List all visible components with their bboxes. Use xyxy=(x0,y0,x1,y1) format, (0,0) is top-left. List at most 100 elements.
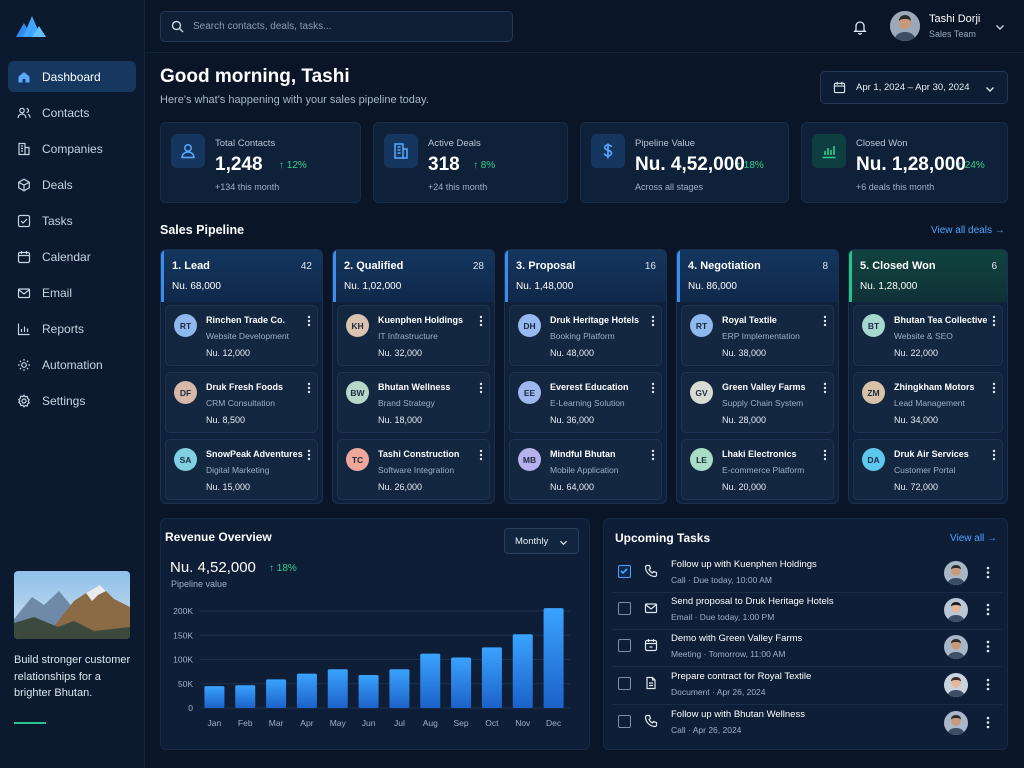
mountain-landscape-image xyxy=(14,571,130,639)
chart-bar[interactable] xyxy=(235,685,256,708)
sidebar-item-automation[interactable]: Automation xyxy=(8,349,136,380)
deal-card[interactable]: LE Lhaki Electronics E-commerce Platform Nu… xyxy=(681,439,834,500)
stat-card-closed-won[interactable]: Closed Won Nu. 1,28,000 ↑ 24% +6 deals t… xyxy=(801,122,1008,203)
deal-card[interactable]: BW Bhutan Wellness Brand Strategy Nu. 18,00… xyxy=(337,372,490,433)
date-range-picker[interactable]: Apr 1, 2024 – Apr 30, 2024 xyxy=(820,71,1008,104)
task-row[interactable]: Prepare contract for Royal Textile Docume… xyxy=(612,668,1002,705)
task-row[interactable]: Send proposal to Druk Heritage Hotels Ema… xyxy=(612,593,1002,630)
sidebar-item-deals[interactable]: Deals xyxy=(8,169,136,200)
deal-card[interactable]: DF Druk Fresh Foods CRM Consultation Nu. 8,… xyxy=(165,372,318,433)
deal-card[interactable]: MB Mindful Bhutan Mobile Application Nu. 64… xyxy=(509,439,662,500)
more-options-icon[interactable] xyxy=(823,382,827,394)
sidebar-item-tasks[interactable]: Tasks xyxy=(8,205,136,236)
chart-bar[interactable] xyxy=(481,647,502,708)
stat-card-active-deals[interactable]: Active Deals 318 ↑ 8% +24 this month xyxy=(373,122,568,203)
task-row[interactable]: Follow up with Bhutan Wellness Call · Apr… xyxy=(612,706,1002,743)
search-placeholder: Search contacts, deals, tasks... xyxy=(193,21,332,32)
stat-card-pipeline-value[interactable]: Pipeline Value Nu. 4,52,000 ↑ 18% Across… xyxy=(580,122,789,203)
more-options-icon[interactable] xyxy=(992,449,996,461)
pipeline-stage-amount: Nu. 1,28,000 xyxy=(860,281,918,292)
chart-bar[interactable] xyxy=(358,675,379,708)
chart-bar[interactable] xyxy=(512,634,533,708)
sidebar-item-contacts[interactable]: Contacts xyxy=(8,97,136,128)
sidebar-item-reports[interactable]: Reports xyxy=(8,313,136,344)
stat-card-total-contacts[interactable]: Total Contacts 1,248 ↑ 12% +134 this mon… xyxy=(160,122,361,203)
more-options-icon[interactable] xyxy=(307,449,311,461)
task-checkbox[interactable] xyxy=(618,565,631,578)
sidebar-item-dashboard[interactable]: Dashboard xyxy=(8,61,136,92)
deal-card[interactable]: BT Bhutan Tea Collective Website & SEO Nu. … xyxy=(853,305,1003,366)
deal-card[interactable]: RT Rinchen Trade Co. Website Development Nu… xyxy=(165,305,318,366)
deal-card[interactable]: ZM Zhingkham Motors Lead Management Nu. 34,… xyxy=(853,372,1003,433)
more-options-icon[interactable] xyxy=(986,640,990,653)
task-row[interactable]: Follow up with Kuenphen Holdings Call · D… xyxy=(612,556,1002,593)
view-all-tasks-link[interactable]: View all → xyxy=(950,533,998,544)
more-options-icon[interactable] xyxy=(992,382,996,394)
sidebar-item-settings[interactable]: Settings xyxy=(8,385,136,416)
more-options-icon[interactable] xyxy=(307,315,311,327)
more-options-icon[interactable] xyxy=(992,315,996,327)
deal-card[interactable]: GV Green Valley Farms Supply Chain System N… xyxy=(681,372,834,433)
chart-bar[interactable] xyxy=(543,608,564,708)
pipeline-column-header[interactable]: 2. Qualified 28 Nu. 1,02,000 xyxy=(333,250,494,302)
more-options-icon[interactable] xyxy=(307,382,311,394)
pipeline-column-header[interactable]: 3. Proposal 16 Nu. 1,48,000 xyxy=(505,250,666,302)
chart-bar[interactable] xyxy=(296,673,317,708)
task-title: Demo with Green Valley Farms xyxy=(671,633,803,644)
task-checkbox[interactable] xyxy=(618,715,631,728)
stat-sub: +24 this month xyxy=(428,182,488,192)
chevron-down-icon[interactable] xyxy=(995,23,1005,31)
search-input[interactable]: Search contacts, deals, tasks... xyxy=(160,11,513,42)
task-checkbox[interactable] xyxy=(618,639,631,652)
sidebar-item-label: Companies xyxy=(42,141,103,156)
stat-value: 1,248 xyxy=(215,154,263,175)
deal-description: Customer Portal xyxy=(894,465,956,475)
more-options-icon[interactable] xyxy=(986,566,990,579)
chart-bar[interactable] xyxy=(327,669,348,708)
more-options-icon[interactable] xyxy=(823,449,827,461)
deal-card[interactable]: EE Everest Education E-Learning Solution Nu… xyxy=(509,372,662,433)
chart-bar[interactable] xyxy=(389,669,410,708)
more-options-icon[interactable] xyxy=(651,449,655,461)
pipeline-stage-name: 1. Lead xyxy=(172,260,210,272)
logo-icon[interactable] xyxy=(15,14,47,38)
deal-card[interactable]: RT Royal Textile ERP Implementation Nu. 38,… xyxy=(681,305,834,366)
deal-card[interactable]: KH Kuenphen Holdings IT Infrastructure Nu. … xyxy=(337,305,490,366)
pipeline-column-header[interactable]: 4. Negotiation 8 Nu. 86,000 xyxy=(677,250,838,302)
sidebar-item-email[interactable]: Email xyxy=(8,277,136,308)
company-avatar: DA xyxy=(862,448,885,471)
task-title: Follow up with Bhutan Wellness xyxy=(671,709,805,720)
period-select[interactable]: Monthly xyxy=(504,528,579,554)
more-options-icon[interactable] xyxy=(479,382,483,394)
pipeline-column-header[interactable]: 1. Lead 42 Nu. 68,000 xyxy=(161,250,322,302)
chart-bar[interactable] xyxy=(420,653,441,708)
more-options-icon[interactable] xyxy=(479,449,483,461)
user-avatar[interactable] xyxy=(890,11,920,41)
more-options-icon[interactable] xyxy=(823,315,827,327)
more-options-icon[interactable] xyxy=(479,315,483,327)
more-options-icon[interactable] xyxy=(986,603,990,616)
deal-card[interactable]: SA SnowPeak Adventures Digital Marketing Nu… xyxy=(165,439,318,500)
period-label: Monthly xyxy=(515,535,549,547)
sidebar-item-label: Dashboard xyxy=(42,69,101,84)
chart-bar[interactable] xyxy=(451,657,472,708)
more-options-icon[interactable] xyxy=(651,382,655,394)
more-options-icon[interactable] xyxy=(986,678,990,691)
user-name[interactable]: Tashi Dorji xyxy=(929,13,981,25)
task-checkbox[interactable] xyxy=(618,602,631,615)
deal-card[interactable]: DH Druk Heritage Hotels Booking Platform Nu… xyxy=(509,305,662,366)
sidebar-item-calendar[interactable]: Calendar xyxy=(8,241,136,272)
bell-icon[interactable] xyxy=(852,19,868,35)
pipeline-column-header[interactable]: 5. Closed Won 6 Nu. 1,28,000 xyxy=(849,250,1007,302)
more-options-icon[interactable] xyxy=(986,716,990,729)
sidebar-item-companies[interactable]: Companies xyxy=(8,133,136,164)
deal-card[interactable]: DA Druk Air Services Customer Portal Nu. 72… xyxy=(853,439,1003,500)
task-row[interactable]: Demo with Green Valley Farms Meeting · To… xyxy=(612,630,1002,667)
checkbox-icon xyxy=(17,214,31,227)
chart-bar[interactable] xyxy=(204,686,225,708)
deal-card[interactable]: TC Tashi Construction Software Integration… xyxy=(337,439,490,500)
more-options-icon[interactable] xyxy=(651,315,655,327)
view-all-deals-link[interactable]: View all deals → xyxy=(931,225,1005,236)
task-checkbox[interactable] xyxy=(618,677,631,690)
chart-bar[interactable] xyxy=(266,679,287,708)
